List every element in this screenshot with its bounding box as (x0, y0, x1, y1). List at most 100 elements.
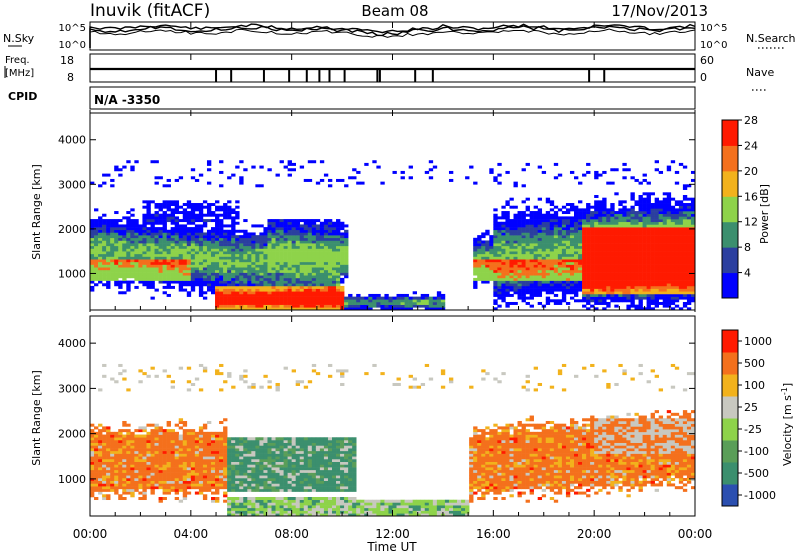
power-cell-191 (118, 269, 123, 273)
velocity-cell-505 (166, 420, 171, 424)
power-cell-1645 (299, 256, 305, 260)
power-cell-2538 (521, 237, 526, 241)
power-cell-2394 (505, 261, 510, 265)
power-cell-2158 (428, 176, 434, 180)
power-cell-1422 (275, 283, 280, 287)
power-cell-2295 (493, 248, 498, 252)
power-cell-316 (134, 219, 139, 223)
power-cell-2941 (569, 253, 575, 257)
power-cell-2062 (364, 296, 369, 300)
power-cell-434 (154, 275, 159, 279)
power-cell-2777 (549, 240, 555, 244)
power-cell-152 (110, 224, 115, 228)
power-cell-1034 (227, 253, 232, 257)
velocity-cell-448 (158, 439, 163, 443)
velocity-cell-232 (126, 486, 131, 490)
power-cell-681 (186, 277, 192, 281)
velocity-cell-416 (154, 453, 159, 457)
power-cell-20 (90, 232, 95, 236)
velocity-cell-366 (146, 456, 151, 460)
power-cell-901 (215, 299, 220, 303)
power-cell-2803 (553, 264, 559, 268)
power-cell-2840 (557, 259, 563, 263)
power-cell-3815 (658, 237, 664, 241)
power-cell-882 (211, 256, 216, 260)
power-cell-188 (118, 280, 123, 284)
power-cell-911 (215, 272, 220, 276)
power-cell-870 (211, 288, 216, 292)
power-cell-4027 (678, 221, 684, 225)
power-cell-750 (194, 264, 200, 268)
power-cell-1563 (291, 288, 296, 292)
power-cell-2524 (521, 275, 526, 279)
power-cell-1681 (303, 251, 309, 255)
power-cell-3723 (650, 267, 655, 271)
power-cell-2616 (529, 221, 534, 225)
velocity-cell-300 (134, 434, 139, 438)
power-cell-1275 (255, 243, 260, 247)
power-cell-3353 (614, 283, 619, 287)
power-cell-261 (126, 221, 131, 225)
power-cell-2676 (537, 237, 543, 241)
power-cell-41 (94, 243, 99, 247)
velocity-cell-64 (98, 453, 103, 457)
power-cell-413 (150, 256, 155, 260)
power-cell-3057 (582, 229, 587, 233)
power-cell-3626 (642, 288, 647, 292)
power-cell-312 (134, 229, 139, 233)
power-cell-383 (146, 248, 151, 252)
power-cell-1062 (231, 280, 236, 284)
power-cell-2344 (497, 173, 502, 177)
power-cell-465 (158, 275, 163, 279)
power-cell-1087 (231, 211, 236, 215)
power-cell-588 (174, 277, 180, 281)
power-cell-2623 (533, 288, 538, 292)
power-cell-126 (106, 229, 111, 233)
power-cell-1299 (259, 259, 264, 263)
power-cell-1633 (299, 288, 305, 292)
power-cell-2665 (537, 267, 543, 271)
power-cell-2279 (493, 291, 498, 295)
power-cell-3672 (646, 285, 651, 289)
power-cell-2651 (533, 213, 538, 217)
power-cell-58 (98, 264, 103, 268)
power-cell-176 (114, 232, 119, 236)
velocity-cell-707 (198, 426, 204, 430)
power-cell-850 (206, 251, 212, 255)
velocity-cell-384 (150, 475, 155, 479)
power-cell-3967 (674, 277, 680, 281)
power-cell-37 (94, 253, 99, 257)
power-cell-2235 (481, 240, 486, 244)
power-cell-3459 (622, 162, 627, 166)
power-cell-65 (98, 245, 103, 249)
velocity-cell-129 (110, 488, 115, 492)
power-cell-524 (162, 184, 167, 188)
power-cell-3800 (658, 277, 664, 281)
velocity-cell-236 (126, 475, 131, 479)
power-cell-2473 (513, 227, 518, 231)
power-cell-1300 (259, 256, 264, 260)
power-cell-982 (223, 293, 228, 297)
power-cell-3834 (662, 296, 668, 300)
power-cell-3273 (606, 293, 611, 297)
power-cell-3579 (638, 304, 643, 308)
power-cell-1663 (303, 299, 309, 303)
power-cell-4093 (686, 269, 692, 273)
velocity-cell-42 (94, 448, 99, 452)
power-cell-1476 (279, 232, 284, 236)
velocity-cell-187 (118, 461, 123, 465)
power-cell-1226 (251, 291, 256, 295)
power-cell-1535 (287, 261, 292, 265)
power-cell-2058 (364, 307, 369, 311)
power-cell-2014 (344, 264, 349, 268)
power-cell-3485 (626, 237, 631, 241)
power-cell-948 (219, 277, 224, 281)
power-cell-2835 (557, 272, 563, 276)
power-cell-2945 (569, 243, 575, 247)
power-cell-3161 (594, 259, 599, 263)
power-cell-1783 (315, 261, 321, 265)
power-cell-628 (178, 261, 184, 265)
power-cell-742 (190, 168, 196, 172)
power-cell-2775 (549, 245, 555, 249)
power-cell-2561 (525, 272, 530, 276)
